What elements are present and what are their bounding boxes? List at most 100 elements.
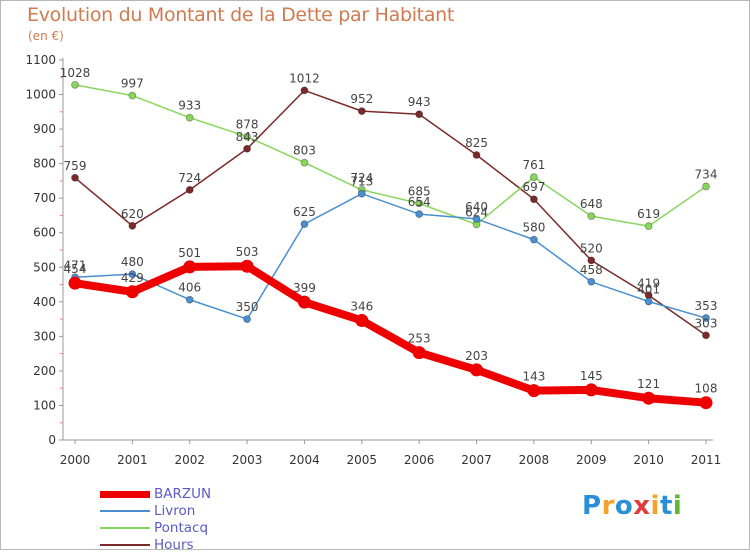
data-label-pontacq: 803 [293, 144, 316, 158]
y-tick-label: 100 [33, 398, 56, 412]
logo-letter: r [601, 491, 615, 521]
data-point-livron [357, 189, 366, 198]
y-tick-label: 600 [33, 226, 56, 240]
data-point-pontacq [644, 222, 653, 231]
data-point-hours [472, 151, 481, 159]
data-point-barzun [297, 295, 311, 309]
data-label-pontacq: 619 [637, 207, 660, 221]
legend-label-barzun: BARZUN [154, 486, 212, 502]
data-label-livron: 713 [350, 175, 373, 189]
data-point-hours [702, 331, 710, 340]
data-label-livron: 654 [408, 195, 431, 209]
data-point-barzun [699, 396, 713, 410]
data-label-hours: 697 [522, 180, 545, 194]
legend-swatch-barzun [100, 491, 150, 498]
data-label-livron: 640 [465, 200, 488, 214]
proxiti-logo: Proxiti [582, 491, 682, 521]
data-point-livron [243, 315, 251, 323]
data-point-barzun [125, 285, 139, 299]
data-point-barzun [412, 346, 426, 360]
logo-letter: P [582, 491, 602, 521]
data-label-barzun: 253 [408, 332, 431, 346]
y-tick-label: 1000 [25, 88, 56, 102]
data-point-hours [587, 256, 596, 265]
data-label-livron: 580 [522, 221, 545, 235]
chart-title: Evolution du Montant de la Dette par Hab… [27, 4, 455, 26]
data-label-barzun: 346 [350, 299, 373, 313]
data-point-barzun [642, 391, 656, 405]
x-tick-label: 2011 [691, 453, 722, 467]
data-label-pontacq: 1028 [60, 66, 91, 80]
data-label-livron: 458 [580, 263, 603, 277]
y-tick-label: 800 [33, 157, 56, 171]
y-tick-label: 700 [33, 191, 56, 205]
legend-swatch-pontacq [100, 527, 150, 529]
legend-swatch-livron [100, 510, 150, 512]
data-point-pontacq [71, 80, 79, 89]
data-point-barzun [584, 383, 598, 397]
data-label-hours: 520 [580, 241, 603, 255]
data-label-barzun: 454 [64, 262, 87, 276]
data-label-pontacq: 648 [580, 197, 603, 211]
data-label-barzun: 108 [695, 382, 718, 396]
data-point-livron [702, 314, 710, 322]
data-point-hours [185, 185, 194, 194]
data-point-hours [415, 110, 424, 119]
data-label-barzun: 503 [236, 245, 259, 259]
data-point-livron [644, 297, 653, 306]
y-tick-label: 200 [33, 364, 56, 378]
x-tick-label: 2007 [461, 453, 492, 467]
data-label-barzun: 143 [522, 370, 545, 384]
data-point-pontacq [415, 199, 424, 208]
data-label-livron: 406 [178, 281, 201, 295]
data-point-pontacq [530, 173, 538, 182]
data-label-livron: 350 [236, 300, 259, 314]
logo-letter: x [633, 491, 651, 521]
data-point-hours [128, 221, 137, 230]
data-label-hours: 1012 [289, 71, 320, 85]
data-point-livron [472, 215, 481, 223]
data-point-hours [243, 144, 251, 153]
y-tick-label: 300 [33, 329, 56, 343]
data-point-barzun [355, 313, 369, 327]
data-point-pontacq [702, 182, 710, 191]
data-label-livron: 471 [64, 258, 87, 272]
y-tick-label: 1100 [25, 53, 56, 67]
x-tick-label: 2006 [404, 453, 435, 467]
data-point-pontacq [243, 132, 251, 141]
data-label-hours: 843 [236, 130, 259, 144]
data-label-pontacq: 761 [522, 158, 545, 172]
data-point-barzun [68, 276, 82, 290]
y-tick-label: 400 [33, 295, 56, 309]
data-point-barzun [240, 259, 254, 273]
data-label-hours: 620 [121, 207, 144, 221]
x-tick-label: 2010 [633, 453, 664, 467]
logo-letter: i [650, 491, 660, 521]
x-tick-label: 2008 [519, 453, 550, 467]
data-label-pontacq: 997 [121, 77, 144, 91]
legend-label-hours: Hours [154, 537, 194, 553]
logo-letter: i [672, 491, 683, 521]
y-tick-label: 500 [33, 260, 56, 274]
data-label-barzun: 121 [637, 377, 660, 391]
data-label-barzun: 501 [178, 246, 201, 260]
data-point-barzun [470, 363, 484, 377]
data-point-hours [300, 86, 309, 95]
series-line-livron [74, 192, 707, 320]
x-tick-label: 2000 [60, 453, 91, 467]
data-point-pontacq [185, 113, 194, 122]
data-label-hours: 724 [178, 171, 201, 185]
data-label-pontacq: 878 [236, 118, 259, 132]
data-point-livron [415, 210, 424, 218]
chart-unit: (en €) [28, 29, 64, 43]
x-tick-label: 2003 [232, 453, 263, 467]
legend-swatch-hours [100, 544, 150, 546]
data-label-pontacq: 685 [408, 184, 431, 198]
data-label-hours: 759 [64, 159, 87, 173]
data-label-barzun: 203 [465, 349, 488, 363]
data-point-hours [530, 195, 538, 204]
data-label-livron: 353 [695, 299, 718, 313]
data-point-pontacq [300, 158, 309, 167]
data-point-barzun [527, 384, 541, 398]
